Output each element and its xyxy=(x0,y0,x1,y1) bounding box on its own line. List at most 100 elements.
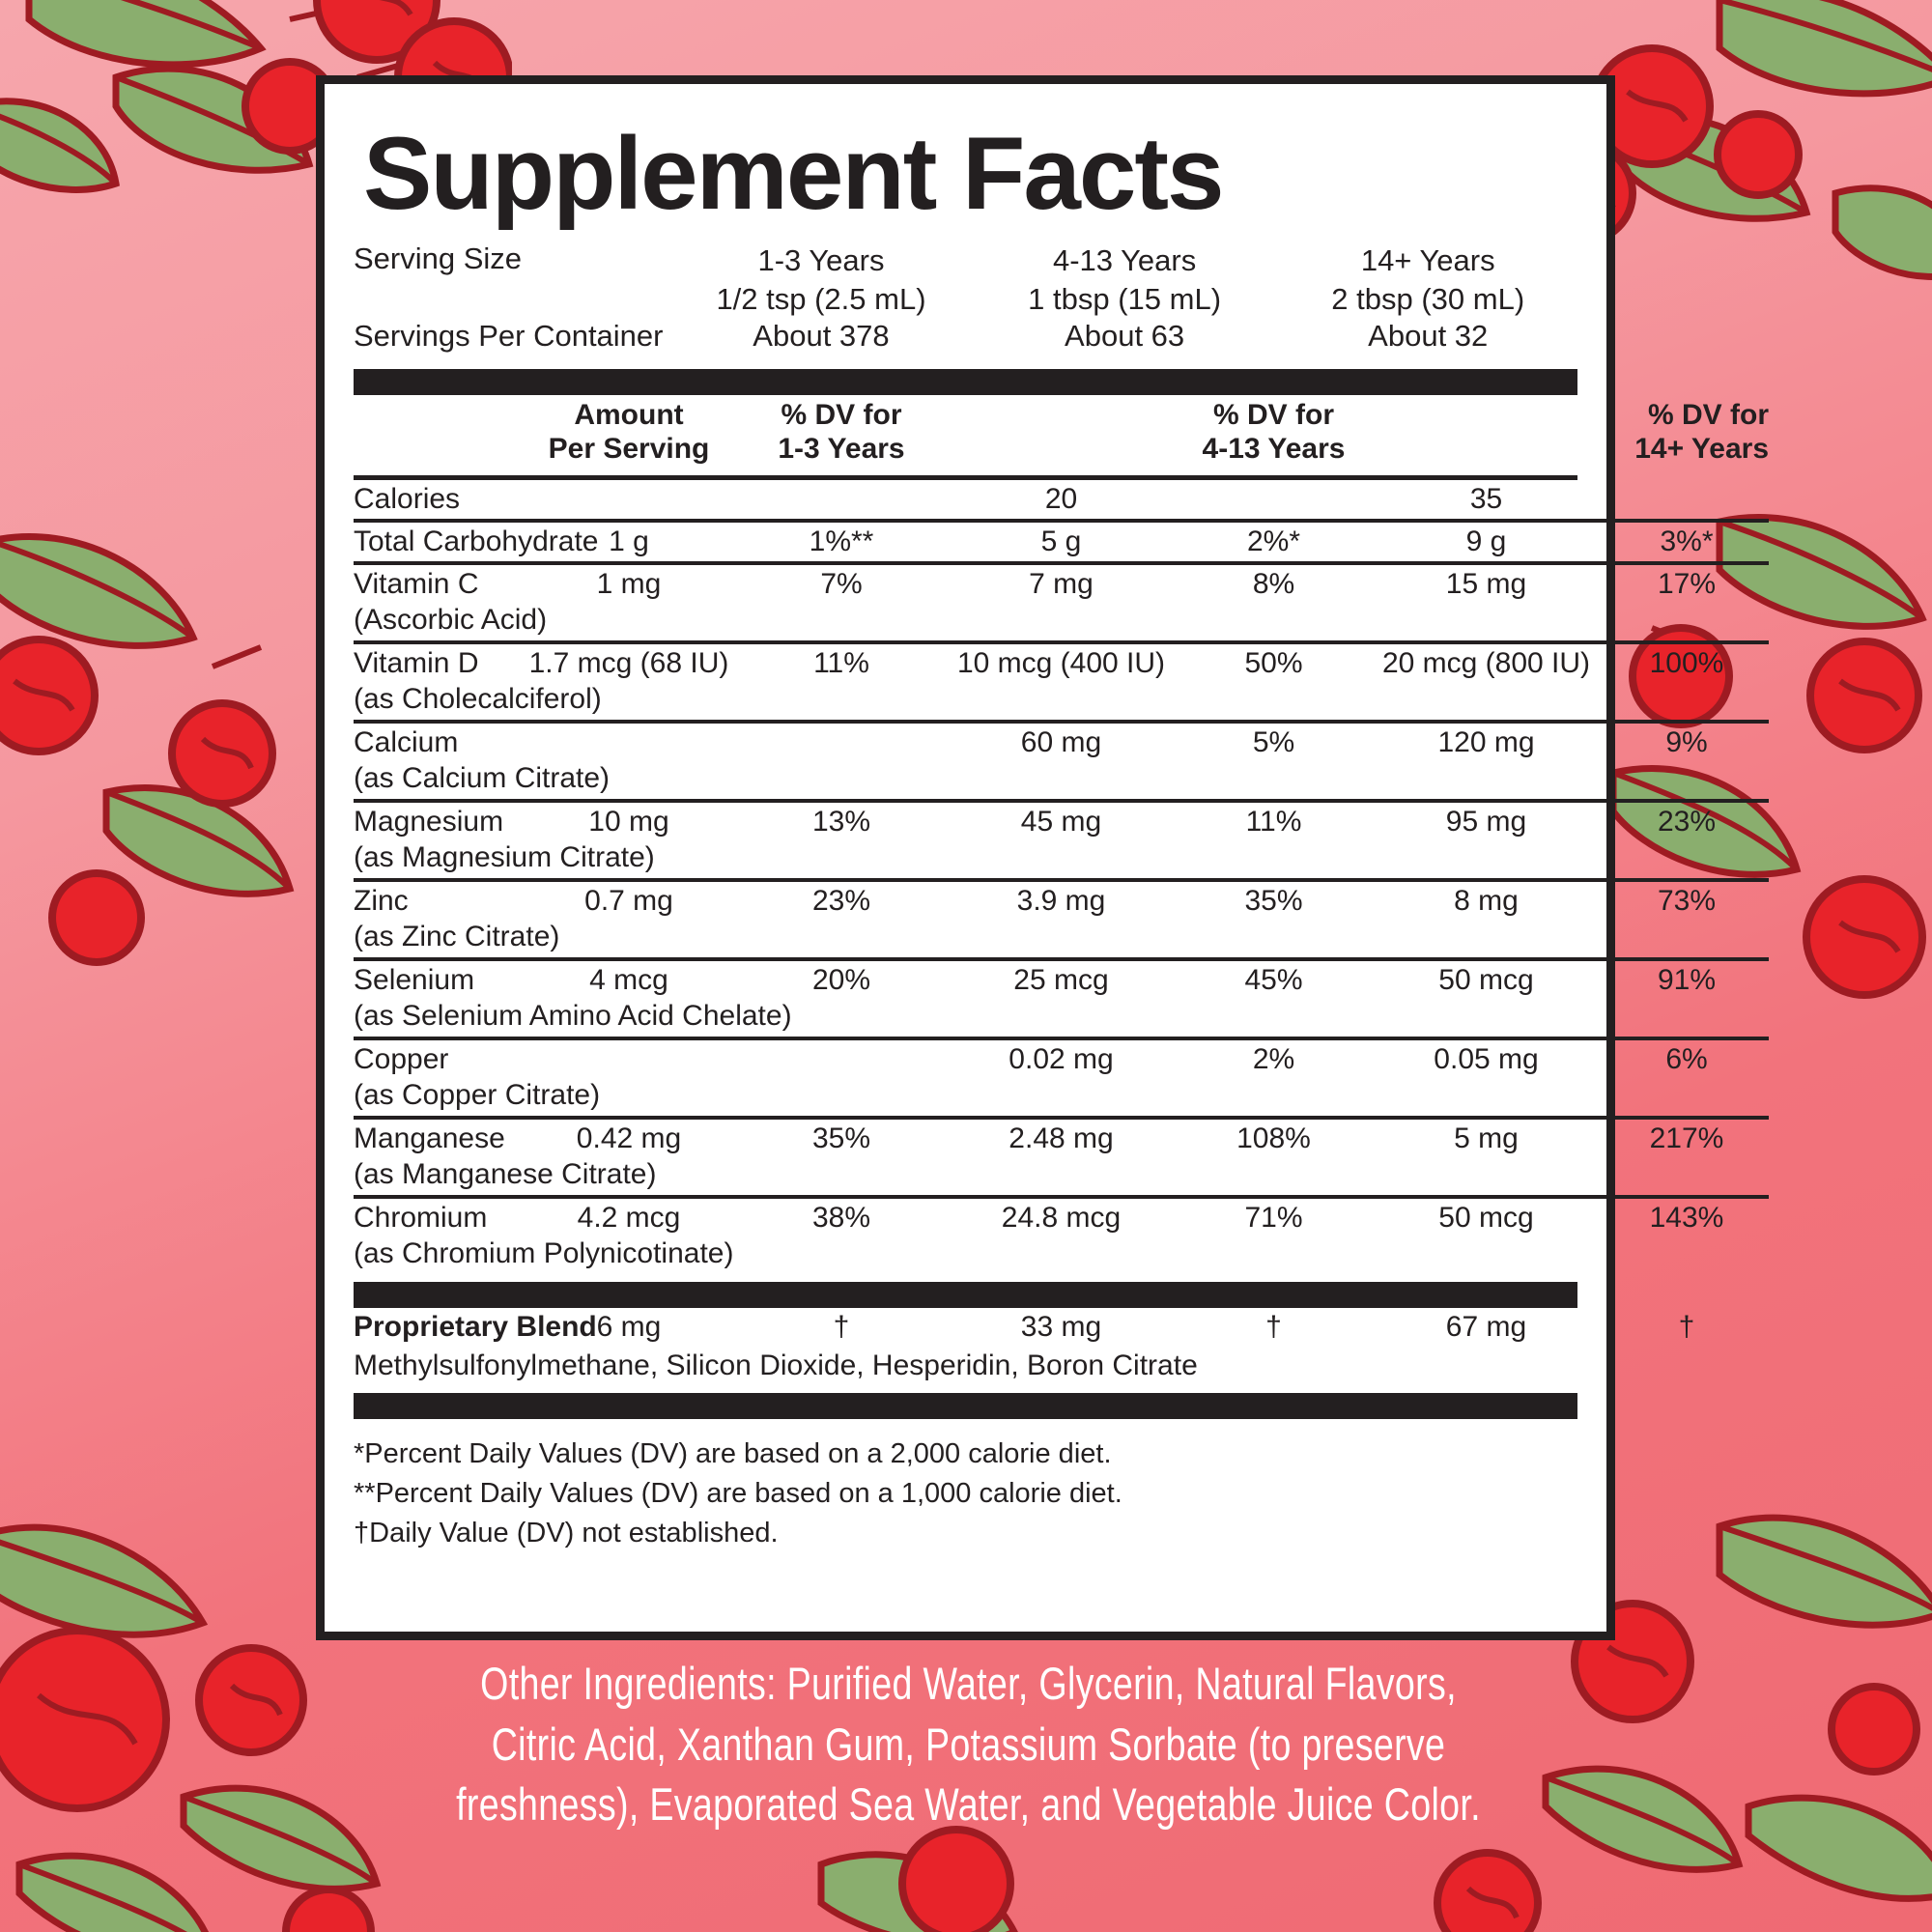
cell-d2: 11% xyxy=(1179,798,1368,841)
serving-size-col-2: 4-13 Years 1 tbsp (15 mL) xyxy=(971,242,1279,318)
table-row-sub: (as Magnesium Citrate) xyxy=(354,841,1769,880)
cell-a1: 1.7 mcg (68 IU) xyxy=(518,639,740,683)
nutrient-rows-table: Calories 20 35 Total Carbohydrate 1 g 1%** 5 g… xyxy=(354,480,1769,1274)
nutrient-table: Amount Per Serving % DV for 1-3 Years % … xyxy=(354,395,1769,469)
cell-d3: 100% xyxy=(1605,639,1769,683)
table-row-sub: (as Chromium Polynicotinate) xyxy=(354,1237,1769,1274)
cell-d1: 1%** xyxy=(740,518,943,563)
header-amount: Amount Per Serving xyxy=(518,395,740,469)
cell-d1: 35% xyxy=(740,1115,943,1158)
cell-a1: 0.7 mg xyxy=(518,877,740,921)
serving-age-3: 14+ Years xyxy=(1360,243,1495,278)
cell-name: Magnesium xyxy=(354,798,518,841)
cell-d2: 45% xyxy=(1179,956,1368,1000)
servings-per-container-label: Servings Per Container xyxy=(354,318,664,353)
cell-sub-name: (as Selenium Amino Acid Chelate) xyxy=(354,999,792,1032)
cell-a3: 120 mg xyxy=(1368,719,1605,762)
cell-name: Selenium xyxy=(354,956,518,1000)
table-row-sub: (as Copper Citrate) xyxy=(354,1079,1769,1118)
blend-amount-1: 6 mg xyxy=(596,1310,662,1343)
table-row: Vitamin D 1.7 mcg (68 IU) 11% 10 mcg (400 I… xyxy=(354,639,1769,683)
cell-sub-name: (as Manganese Citrate) xyxy=(354,1157,657,1190)
cell-a2: 2.48 mg xyxy=(943,1115,1179,1158)
cell-name: Vitamin C xyxy=(354,560,518,604)
cell-a2: 7 mg xyxy=(943,560,1179,604)
cell-d2 xyxy=(1179,480,1368,521)
header-dv2-line2: 4-13 Years xyxy=(1202,433,1346,466)
footnote-3: †Daily Value (DV) not established. xyxy=(354,1517,779,1548)
divider-bar-header xyxy=(354,474,1577,480)
table-row-sub: (as Manganese Citrate) xyxy=(354,1158,1769,1197)
cell-d2: 35% xyxy=(1179,877,1368,921)
cell-name: Manganese xyxy=(354,1115,518,1158)
cell-d1 xyxy=(740,719,943,762)
cell-d3: 73% xyxy=(1605,877,1769,921)
footnote-2: **Percent Daily Values (DV) are based on… xyxy=(354,1477,1122,1509)
table-row: Total Carbohydrate 1 g 1%** 5 g 2%* 9 g 3%* xyxy=(354,518,1769,563)
table-row: Calcium 60 mg 5% 120 mg 9% xyxy=(354,719,1769,762)
header-dv3-line1: % DV for xyxy=(1647,398,1769,431)
blend-amount-3: 67 mg xyxy=(1445,1310,1527,1343)
cell-a1: 4 mcg xyxy=(518,956,740,1000)
table-row-sub: (as Selenium Amino Acid Chelate) xyxy=(354,1000,1769,1038)
cell-a2: 20 xyxy=(1044,482,1078,515)
cell-d2: 2% xyxy=(1179,1036,1368,1079)
cell-d2: 5% xyxy=(1179,719,1368,762)
cell-a3: 95 mg xyxy=(1368,798,1605,841)
cell-sub-name: (as Chromium Polynicotinate) xyxy=(354,1236,734,1269)
cell-a2: 10 mcg (400 IU) xyxy=(943,639,1179,683)
cell-d1: 38% xyxy=(740,1194,943,1237)
cell-a3: 35 xyxy=(1469,482,1503,515)
cell-a1: 1 mg xyxy=(518,560,740,604)
cell-a1 xyxy=(518,480,740,521)
cell-a3: 8 mg xyxy=(1368,877,1605,921)
header-dv-14plus: % DV for 14+ Years xyxy=(1605,395,1769,469)
cell-a2: 24.8 mcg xyxy=(943,1194,1179,1237)
cell-a3: 15 mg xyxy=(1368,560,1605,604)
cell-d2: 71% xyxy=(1179,1194,1368,1237)
cell-d3 xyxy=(1605,480,1769,521)
footnotes-block: *Percent Daily Values (DV) are based on … xyxy=(354,1435,1577,1554)
cell-d3: 3%* xyxy=(1605,518,1769,563)
cranberry-artwork-left-middle xyxy=(0,533,295,966)
cell-a1: 10 mg xyxy=(518,798,740,841)
cell-d2: 108% xyxy=(1179,1115,1368,1158)
table-row-sub: (as Cholecalciferol) xyxy=(354,683,1769,722)
cell-a2: 45 mg xyxy=(943,798,1179,841)
table-row: Calories 20 35 xyxy=(354,480,1769,521)
cell-name: Copper xyxy=(354,1036,518,1079)
other-ingredients-text: Other Ingredients: Purified Water, Glyce… xyxy=(456,1658,1481,1830)
blend-dv-2: † xyxy=(1265,1310,1282,1343)
cell-a1 xyxy=(518,719,740,762)
header-dv2-line1: % DV for xyxy=(1212,398,1334,431)
cell-name: Calories xyxy=(354,482,461,515)
cell-sub-name: (as Copper Citrate) xyxy=(354,1078,601,1111)
cell-d1: 11% xyxy=(740,639,943,683)
cell-d1 xyxy=(740,1036,943,1079)
divider-bar-blend-top xyxy=(354,1281,1577,1308)
cell-a1: 4.2 mcg xyxy=(518,1194,740,1237)
cell-a3: 0.05 mg xyxy=(1368,1036,1605,1079)
supplement-facts-panel: Supplement Facts Serving Size 1-3 Years … xyxy=(316,75,1769,1640)
blend-dv-1: † xyxy=(833,1310,850,1343)
cell-d1: 20% xyxy=(740,956,943,1000)
proprietary-blend-table: Proprietary Blend 6 mg † 33 mg † 67 mg †… xyxy=(354,1308,1769,1385)
cell-d3: 17% xyxy=(1605,560,1769,604)
serving-size-col-1: 1-3 Years 1/2 tsp (2.5 mL) xyxy=(671,242,971,318)
header-dv3-line2: 14+ Years xyxy=(1634,433,1769,466)
cell-d3: 9% xyxy=(1605,719,1769,762)
servings-per-container-row: Servings Per Container About 378 About 6… xyxy=(354,319,1577,354)
cell-a1 xyxy=(518,1036,740,1079)
cell-d3: 217% xyxy=(1605,1115,1769,1158)
proprietary-blend-row: Proprietary Blend 6 mg † 33 mg † 67 mg † xyxy=(354,1308,1769,1347)
serving-amount-1: 1/2 tsp (2.5 mL) xyxy=(716,282,926,317)
cell-d2: 50% xyxy=(1179,639,1368,683)
cell-a3: 5 mg xyxy=(1368,1115,1605,1158)
serving-size-col-3: 14+ Years 2 tbsp (30 mL) xyxy=(1278,242,1577,318)
nutrient-table-header-row: Amount Per Serving % DV for 1-3 Years % … xyxy=(354,395,1769,469)
cell-name: Vitamin D xyxy=(354,639,518,683)
serving-size-row: Serving Size 1-3 Years 1/2 tsp (2.5 mL) … xyxy=(354,242,1577,318)
blend-amount-2: 33 mg xyxy=(1020,1310,1102,1343)
cell-a3: 20 mcg (800 IU) xyxy=(1368,639,1605,683)
